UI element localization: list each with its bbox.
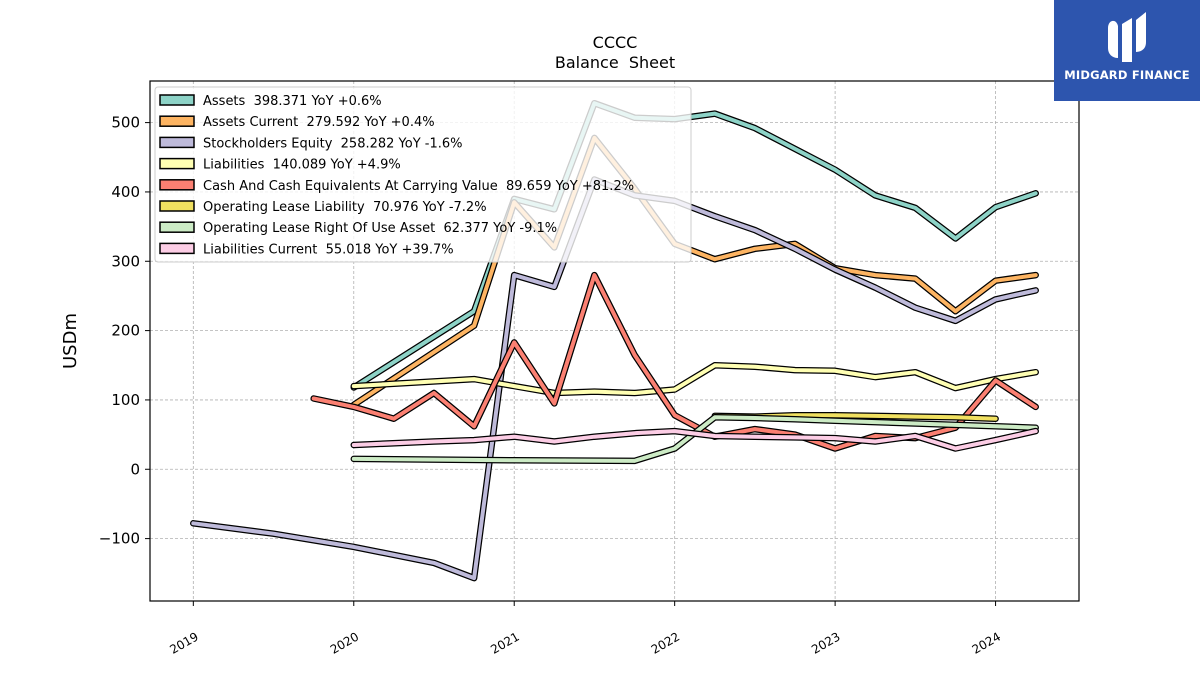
x-tick-label: 2021 — [488, 629, 521, 656]
x-tick-label: 2024 — [970, 629, 1003, 656]
brand-logo: MIDGARD FINANCE — [1054, 0, 1200, 101]
legend-item: Liabilities Current 55.018 YoY +39.7% — [159, 242, 454, 257]
series-stroke — [351, 429, 1038, 451]
x-tick-label: 2019 — [167, 629, 200, 656]
y-tick-label: 0 — [130, 460, 140, 478]
legend-item: Assets 398.371 YoY +0.6% — [159, 94, 382, 109]
series-line — [350, 362, 1039, 397]
y-tick-label: 200 — [111, 322, 140, 340]
legend: Assets 398.371 YoY +0.6% Assets Current 2… — [154, 86, 692, 263]
brand-name: MIDGARD FINANCE — [1064, 68, 1190, 82]
legend-label: Liabilities Current 55.018 YoY +39.7% — [203, 242, 454, 257]
legend-swatch — [159, 221, 195, 233]
legend-item: Stockholders Equity 258.282 YoY -1.6% — [159, 136, 463, 151]
legend-box — [154, 86, 692, 263]
legend-swatch — [159, 179, 195, 191]
legend-label: Cash And Cash Equivalents At Carrying Va… — [203, 179, 634, 194]
x-axis-ticks: 2019 2020 2021 2022 2023 2024 — [167, 601, 1003, 657]
y-tick-label: 400 — [111, 183, 140, 201]
legend-item: Cash And Cash Equivalents At Carrying Va… — [159, 179, 634, 194]
legend-label: Assets 398.371 YoY +0.6% — [203, 94, 382, 109]
legend-item: Operating Lease Right Of Use Asset 62.37… — [159, 221, 557, 236]
y-tick-label: 300 — [111, 252, 140, 270]
legend-label: Operating Lease Right Of Use Asset 62.37… — [203, 221, 557, 236]
series-stroke — [351, 415, 1038, 463]
legend-swatch — [159, 136, 195, 149]
legend-item: Assets Current 279.592 YoY +0.4% — [159, 115, 435, 130]
y-tick-label: 100 — [111, 391, 140, 409]
y-axis-ticks: −100 0 100 200 300 400 500 — [99, 114, 150, 548]
series-line — [350, 414, 1039, 465]
legend-swatch — [159, 242, 195, 255]
x-tick-label: 2023 — [809, 629, 842, 656]
legend-swatch — [159, 94, 195, 106]
chart-title: CCCC — [593, 33, 638, 52]
y-tick-label: −100 — [99, 530, 140, 548]
legend-label: Operating Lease Liability 70.976 YoY -7.… — [203, 200, 487, 215]
series-stroke — [351, 363, 1038, 395]
legend-swatch — [159, 157, 195, 170]
brand-mark-icon — [1108, 12, 1146, 62]
legend-swatch — [159, 115, 195, 127]
series-line — [350, 427, 1039, 452]
chart-subtitle: Balance Sheet — [555, 53, 675, 72]
plot-frame — [149, 80, 1080, 602]
y-axis-label: USDm — [60, 313, 81, 369]
y-tick-label: 500 — [111, 114, 140, 132]
x-tick-label: 2020 — [328, 629, 361, 656]
legend-item: Liabilities 140.089 YoY +4.9% — [159, 157, 401, 173]
x-tick-label: 2022 — [649, 629, 682, 656]
legend-swatch — [159, 200, 195, 212]
legend-item: Operating Lease Liability 70.976 YoY -7.… — [159, 200, 487, 215]
legend-label: Stockholders Equity 258.282 YoY -1.6% — [203, 136, 463, 151]
legend-label: Liabilities 140.089 YoY +4.9% — [203, 158, 401, 173]
legend-label: Assets Current 279.592 YoY +0.4% — [203, 115, 435, 130]
